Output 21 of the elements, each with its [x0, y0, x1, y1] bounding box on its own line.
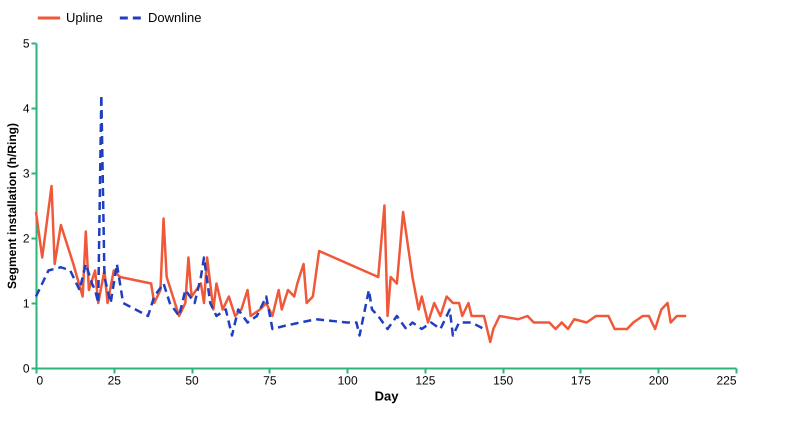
x-axis-title: Day — [374, 388, 400, 404]
x-tick-label: 225 — [716, 374, 737, 388]
x-tick-label: 125 — [415, 374, 436, 388]
legend-label: Upline — [66, 10, 103, 25]
x-tick-label: 150 — [493, 374, 514, 388]
y-tick-label: 5 — [22, 36, 30, 50]
x-tick-label: 25 — [108, 374, 122, 388]
x-tick-label: 100 — [338, 374, 358, 388]
x-tick-label: 75 — [263, 374, 277, 388]
x-tick-label: 0 — [36, 374, 44, 388]
line-series — [34, 184, 688, 344]
y-tick-label: 4 — [22, 102, 30, 116]
y-tick-label: 0 — [22, 362, 30, 376]
x-tick-label: 200 — [648, 374, 670, 388]
x-tick-label: 175 — [570, 374, 592, 388]
y-tick-label: 3 — [22, 166, 30, 180]
x-tick-label: 50 — [185, 374, 200, 388]
y-tick-label: 1 — [22, 296, 30, 310]
legend-label: Downline — [148, 10, 202, 25]
y-axis-title: Segment installation (h/Ring) — [4, 122, 19, 290]
y-tick-label: 2 — [22, 232, 30, 246]
